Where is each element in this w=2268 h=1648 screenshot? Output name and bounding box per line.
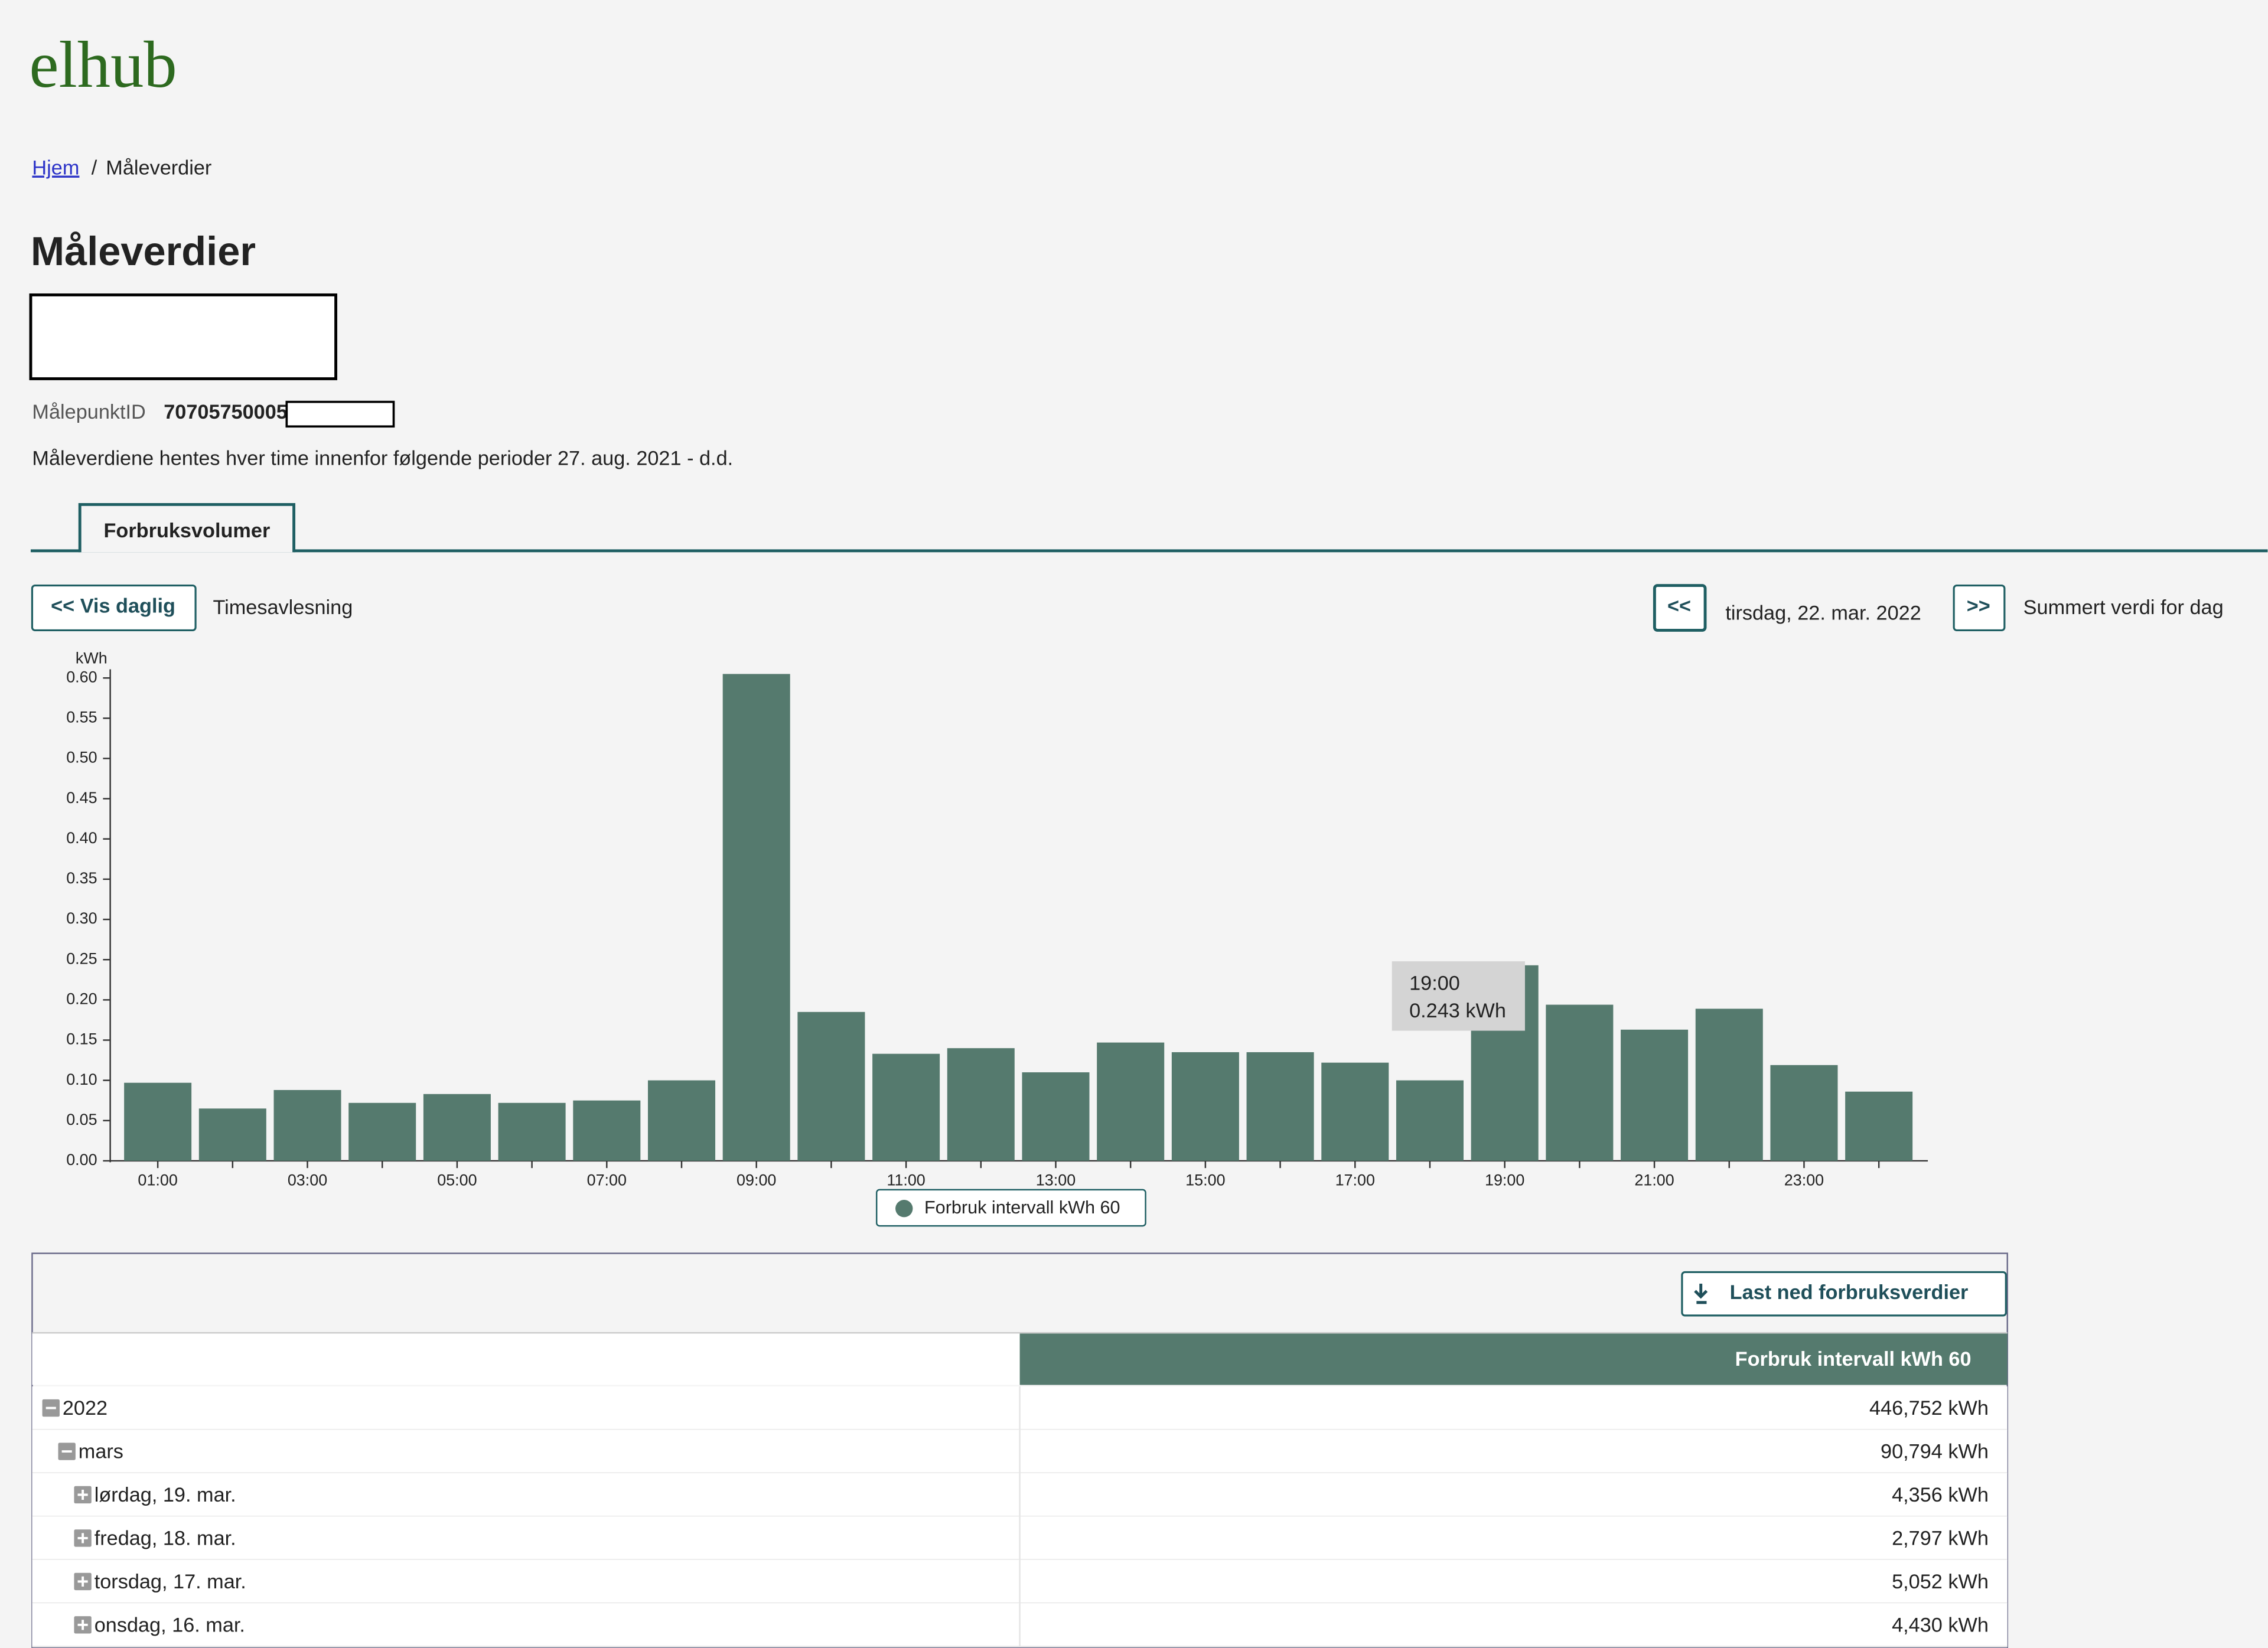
y-axis-label: kWh [76, 650, 107, 667]
y-tick-label: 0.20 [66, 990, 97, 1007]
row-label[interactable]: lørdag, 19. mar. [94, 1484, 236, 1506]
back-button-label[interactable]: << Vis daglig [51, 595, 175, 617]
x-tick-label: 13:00 [1036, 1171, 1076, 1189]
download-button-label[interactable]: Last ned forbruksverdier [1730, 1281, 1969, 1304]
back-button[interactable] [31, 584, 197, 632]
row-value: 446,752 kWh [1869, 1397, 1989, 1419]
bar [647, 1080, 716, 1161]
row-label[interactable]: torsdag, 17. mar. [94, 1571, 246, 1593]
tooltip [1392, 961, 1525, 1031]
download-button[interactable] [1681, 1271, 2007, 1317]
x-tick-label: 19:00 [1485, 1171, 1524, 1189]
y-tick-label: 0.00 [66, 1151, 97, 1169]
bar [1321, 1062, 1389, 1161]
breadcrumb-home[interactable]: Hjem [32, 156, 79, 179]
breadcrumb-current: Måleverdier [106, 156, 211, 179]
bar [1845, 1091, 1913, 1161]
x-tick-label: 17:00 [1335, 1171, 1375, 1189]
row-value: 2,797 kWh [1892, 1527, 1989, 1549]
row-value: 90,794 kWh [1881, 1441, 1989, 1463]
table-body: 2022 446,752 kWh mars 90,794 kWh lørdag, 19.… [32, 1386, 2008, 1647]
row-label[interactable]: mars [79, 1441, 123, 1463]
prev-button[interactable] [1653, 584, 1707, 632]
bar [1022, 1072, 1090, 1161]
tab-label[interactable]: Forbruksvolumer [103, 520, 270, 542]
y-tick-label: 0.15 [66, 1030, 97, 1048]
x-tick-label: 21:00 [1634, 1171, 1674, 1189]
bar [573, 1100, 641, 1161]
x-tick-label: 11:00 [887, 1171, 925, 1189]
x-tick-label: 23:00 [1784, 1171, 1824, 1189]
bar [797, 1011, 865, 1161]
bar [498, 1102, 566, 1161]
x-tick-label: 07:00 [587, 1171, 627, 1189]
breadcrumb-separator: / [92, 156, 97, 179]
legend[interactable] [875, 1189, 1146, 1227]
bar [273, 1090, 341, 1161]
chart: kWh 0.00 0.05 0.10 0.15 0.20 0.25 0.30 0.35 0.40… [66, 650, 1928, 1227]
tab[interactable] [78, 502, 296, 553]
x-tick-label: 15:00 [1185, 1171, 1225, 1189]
x-tick-label: 09:00 [737, 1171, 776, 1189]
bar [1246, 1052, 1314, 1161]
row-value: 5,052 kWh [1892, 1571, 1989, 1593]
prev-button-label[interactable]: << [1667, 595, 1691, 617]
y-tick-label: 0.60 [66, 668, 97, 686]
bar [1097, 1042, 1165, 1161]
next-button-label[interactable]: >> [1967, 595, 1990, 617]
bar [1695, 1009, 1763, 1161]
bar [423, 1094, 491, 1161]
y-tick-label: 0.05 [66, 1111, 97, 1128]
y-tick-label: 0.30 [66, 909, 97, 927]
next-button[interactable] [1953, 584, 2006, 632]
bar [124, 1082, 192, 1161]
y-tick-label: 0.50 [66, 749, 97, 766]
legend-marker [895, 1200, 913, 1218]
row-label[interactable]: 2022 [63, 1397, 107, 1419]
logo[interactable]: elhub [30, 28, 177, 102]
table-header-cell [1019, 1333, 2008, 1385]
bar [1171, 1052, 1239, 1161]
date-label: tirsdag, 22. mar. 2022 [1725, 602, 1921, 625]
x-tick-label: 03:00 [288, 1171, 327, 1189]
y-tick-label: 0.55 [66, 708, 97, 726]
x-tick-label: 05:00 [437, 1171, 477, 1189]
y-tick-label: 0.25 [66, 949, 97, 967]
info-text: Måleverdiene hentes hver time innenfor f… [32, 448, 733, 470]
table-header-blank [32, 1333, 1020, 1385]
bar [1546, 1004, 1614, 1161]
page-title: Måleverdier [31, 229, 256, 274]
y-tick-label: 0.40 [66, 829, 97, 847]
bar [947, 1048, 1015, 1161]
meter-id: 70705750005 [164, 401, 288, 423]
mode-label: Timesavlesning [213, 596, 353, 619]
row-value: 4,430 kWh [1892, 1614, 1989, 1636]
row-value: 4,356 kWh [1892, 1484, 1989, 1506]
bar [1770, 1065, 1838, 1161]
y-tick-label: 0.45 [66, 789, 97, 807]
tooltip-category: 19:00 [1409, 972, 1460, 994]
bar [1621, 1029, 1689, 1161]
bar [198, 1108, 266, 1161]
tooltip-value: 0.243 kWh [1409, 1000, 1506, 1022]
redacted-box [29, 293, 338, 380]
bar [1396, 1080, 1464, 1161]
summary-label: Summert verdi for dag [2023, 596, 2224, 619]
meter-label: MålepunktID [32, 401, 145, 423]
redacted-box [285, 400, 395, 428]
bar [872, 1053, 940, 1161]
y-tick-label: 0.10 [66, 1071, 97, 1088]
row-label[interactable]: fredag, 18. mar. [94, 1527, 236, 1549]
table-header: Forbruk intervall kWh 60 [1735, 1348, 1972, 1370]
bar [348, 1102, 416, 1161]
x-tick-label: 01:00 [138, 1171, 177, 1189]
legend-label[interactable]: Forbruk intervall kWh 60 [924, 1197, 1120, 1218]
row-label[interactable]: onsdag, 16. mar. [94, 1614, 245, 1636]
download-icon [1694, 1284, 1708, 1304]
bar [722, 674, 790, 1161]
y-tick-label: 0.35 [66, 869, 97, 887]
